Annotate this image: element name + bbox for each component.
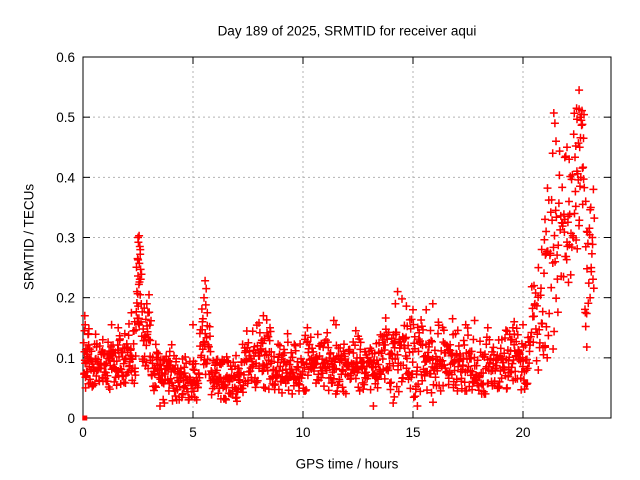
x-tick-label: 10 <box>295 425 310 440</box>
y-tick-label: 0.4 <box>56 170 75 185</box>
chart-title: Day 189 of 2025, SRMTID for receiver aqu… <box>217 23 477 39</box>
x-tick-label: 20 <box>515 425 530 440</box>
origin-point-marker <box>82 415 88 421</box>
y-tick-label: 0.2 <box>56 291 75 306</box>
x-tick-label: 5 <box>189 425 197 440</box>
y-axis-label: SRMTID / TECUs <box>21 183 37 291</box>
x-tick-label: 15 <box>405 425 420 440</box>
y-tick-label: 0.1 <box>56 351 75 366</box>
x-axis-label: GPS time / hours <box>295 456 399 472</box>
data-points <box>79 86 599 410</box>
y-tick-label: 0.5 <box>56 110 75 125</box>
y-tick-label: 0.6 <box>56 50 75 65</box>
y-tick-label: 0.3 <box>56 231 75 246</box>
y-tick-label: 0 <box>67 411 75 426</box>
x-tick-label: 0 <box>79 425 87 440</box>
